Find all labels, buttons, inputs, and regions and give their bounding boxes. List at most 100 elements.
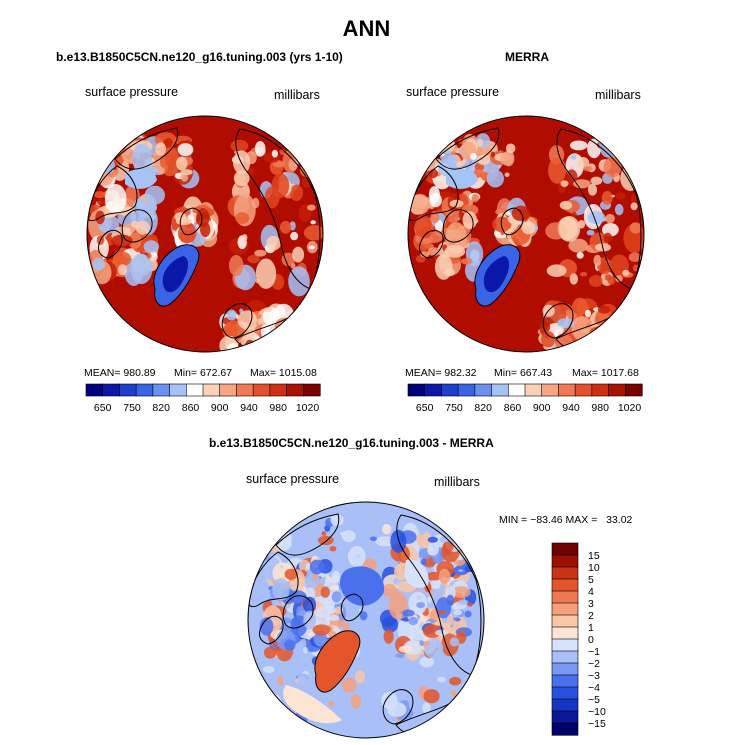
map-field-cell <box>362 623 377 641</box>
greenland-ice-sheet-core <box>483 256 510 293</box>
map-field-cell <box>303 610 317 630</box>
map-field-cell <box>395 653 405 658</box>
map-field-cell <box>593 254 602 266</box>
map-field-cell <box>118 264 127 276</box>
colorbar-tick-label: 980 <box>269 402 287 414</box>
map-field-cell <box>435 629 447 636</box>
colorbar-tick-label: 940 <box>240 402 258 414</box>
coastline <box>314 630 361 693</box>
map-field-cell <box>286 142 297 151</box>
map-field-cell <box>612 339 625 350</box>
map-field-cell <box>177 143 194 157</box>
map-field-cell <box>97 198 107 206</box>
map-field-cell <box>615 314 636 327</box>
map-field-cell <box>500 152 514 166</box>
map-field-cell <box>321 531 327 536</box>
map-field-cell <box>464 610 472 618</box>
colorbar-swatch <box>302 383 321 397</box>
colorbar-swatch <box>269 383 288 397</box>
colorbar-swatch <box>236 383 254 397</box>
map-field-cell <box>242 234 248 242</box>
map-field-cell <box>289 184 304 201</box>
map-field-cell <box>302 647 308 654</box>
map-field-cell <box>616 323 631 344</box>
panel2-mean: MEAN= 982.32 <box>405 367 477 379</box>
map-field-cell <box>290 231 299 241</box>
map-field-cell <box>313 606 330 631</box>
map-field-cell <box>402 609 415 617</box>
colorbar-tick-label: 900 <box>211 402 229 414</box>
map-field-cell <box>630 202 638 211</box>
panel1-title: b.e13.B1850C5CN.ne120_g16.tuning.003 (yr… <box>56 50 343 64</box>
map-field-cell <box>175 217 192 226</box>
colorbar-tick-label: 750 <box>123 402 141 414</box>
coastline <box>442 209 474 243</box>
map-field-cell <box>96 135 114 155</box>
map-field-cell <box>417 531 432 549</box>
map-field-cell <box>445 519 460 537</box>
map-field-cell <box>307 204 316 211</box>
panel2-max: Max= 1017.68 <box>572 367 639 379</box>
map-field-cell <box>573 179 591 189</box>
map-field-cell <box>98 149 114 164</box>
map-field-cell <box>305 562 311 570</box>
map-field-cell <box>288 590 307 604</box>
map-field-cell <box>422 148 429 152</box>
map-field-cell <box>255 258 277 289</box>
map-field-cell <box>263 646 277 659</box>
coastline <box>556 128 642 290</box>
map-field-cell <box>591 334 601 341</box>
map-field-cell <box>383 629 394 644</box>
colorbar-swatch <box>551 662 579 676</box>
colorbar-tick-label: 940 <box>562 402 580 414</box>
panel3-polar-map <box>247 501 485 739</box>
map-field-cell <box>607 326 628 352</box>
map-field-cell <box>292 342 297 349</box>
map-field-cell <box>254 141 266 157</box>
map-field-cell <box>590 176 603 185</box>
map-field-cell <box>351 693 361 709</box>
map-field-cell <box>178 222 197 244</box>
map-field-cell <box>419 656 435 668</box>
map-field-cell <box>419 640 424 646</box>
coastline <box>153 244 200 307</box>
map-field-cell <box>435 220 444 232</box>
map-field-cell <box>475 169 484 174</box>
colorbar-tick-label: −5 <box>588 694 600 706</box>
colorbar-swatch <box>407 383 426 397</box>
coastline <box>282 595 314 629</box>
panel2-variable-label: surface pressure <box>406 85 500 99</box>
map-field-cell <box>92 257 105 271</box>
colorbar-swatch <box>524 383 543 397</box>
colorbar-swatch <box>624 383 643 397</box>
colorbar-tick-label: 650 <box>416 402 434 414</box>
alaska-range <box>125 168 157 189</box>
map-field-cell <box>305 150 323 178</box>
map-field-cell <box>581 340 590 349</box>
map-field-cell <box>94 191 106 199</box>
map-field-cell <box>275 334 284 339</box>
colorbar-tick-label: 1 <box>588 622 594 634</box>
map-field-cell <box>598 326 615 346</box>
map-field-cell <box>607 276 616 285</box>
map-field-cell <box>454 617 461 622</box>
map-field-cell <box>443 626 456 634</box>
greenland-ice-sheet-core <box>162 256 189 293</box>
colorbar-tick-label: 860 <box>182 402 200 414</box>
panel1-polar-map <box>86 115 324 353</box>
map-field-cell <box>424 637 444 659</box>
map-field-cell <box>583 166 593 172</box>
map-field-cell <box>330 585 339 591</box>
map-field-cell <box>583 334 605 350</box>
map-field-cell <box>297 671 305 681</box>
map-field-cell <box>629 222 642 234</box>
map-field-cell <box>426 571 443 581</box>
map-field-cell <box>427 542 439 556</box>
map-field-cell <box>310 143 315 151</box>
map-field-cell <box>259 617 274 636</box>
map-field-cell <box>262 693 282 713</box>
map-field-cell <box>486 169 504 188</box>
panel1-colorbar: 650 750 820 860 900 940 980 1020 <box>85 383 321 414</box>
map-field-cell <box>504 172 510 178</box>
colorbar-swatch <box>424 383 443 397</box>
